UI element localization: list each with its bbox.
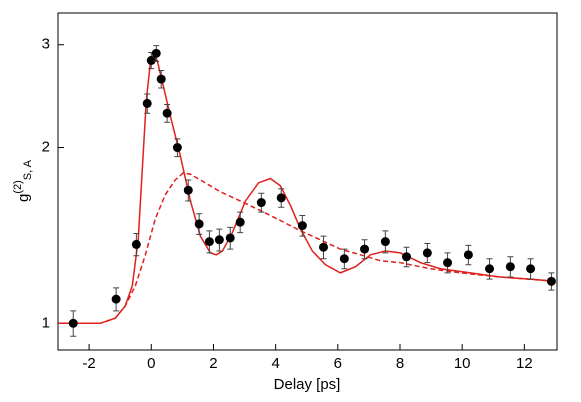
dashed-curve (58, 172, 556, 325)
y-label-base: g (15, 194, 32, 202)
y-label-sub: S, A (22, 159, 34, 180)
y-label-sup: (2) (12, 180, 24, 193)
data-point (68, 318, 78, 328)
data-point (172, 143, 182, 153)
x-tick-label: 8 (396, 355, 404, 372)
x-tick-label: 10 (454, 355, 471, 372)
data-point (422, 248, 432, 258)
x-tick-label: 2 (209, 355, 217, 372)
y-tick-label: 2 (42, 139, 50, 156)
data-point (256, 198, 266, 208)
data-point (225, 233, 235, 243)
x-axis-label: Delay [ps] (274, 376, 341, 393)
solid-curve (58, 54, 556, 325)
data-point (463, 250, 473, 260)
data-point (142, 98, 152, 108)
y-axis-label: g(2)S, A (12, 159, 34, 202)
y-tick-label: 1 (42, 314, 50, 331)
x-tick-label: 4 (271, 355, 279, 372)
data-point (156, 74, 166, 84)
x-tick-label: 12 (516, 355, 533, 372)
data-point (214, 235, 224, 245)
data-point (319, 242, 329, 252)
data-point (360, 244, 370, 254)
data-point (151, 48, 161, 58)
x-tick-label: -2 (82, 355, 95, 372)
plot-frame (57, 12, 558, 351)
data-point (297, 221, 307, 231)
data-point (526, 264, 536, 274)
data-point (402, 252, 412, 262)
data-point (276, 193, 286, 203)
x-tick-label: 0 (147, 355, 155, 372)
data-point (194, 219, 204, 229)
data-point (146, 55, 156, 65)
data-point (235, 217, 245, 227)
data-point (505, 262, 515, 272)
data-point (131, 239, 141, 249)
data-point (111, 294, 121, 304)
y-tick-label: 3 (42, 36, 50, 53)
data-point (339, 254, 349, 264)
data-point (485, 264, 495, 274)
data-point (162, 108, 172, 118)
data-point (546, 276, 556, 286)
data-point (204, 237, 214, 247)
x-tick-label: 6 (334, 355, 342, 372)
data-point (380, 237, 390, 247)
data-point (183, 185, 193, 195)
data-point (443, 258, 453, 268)
